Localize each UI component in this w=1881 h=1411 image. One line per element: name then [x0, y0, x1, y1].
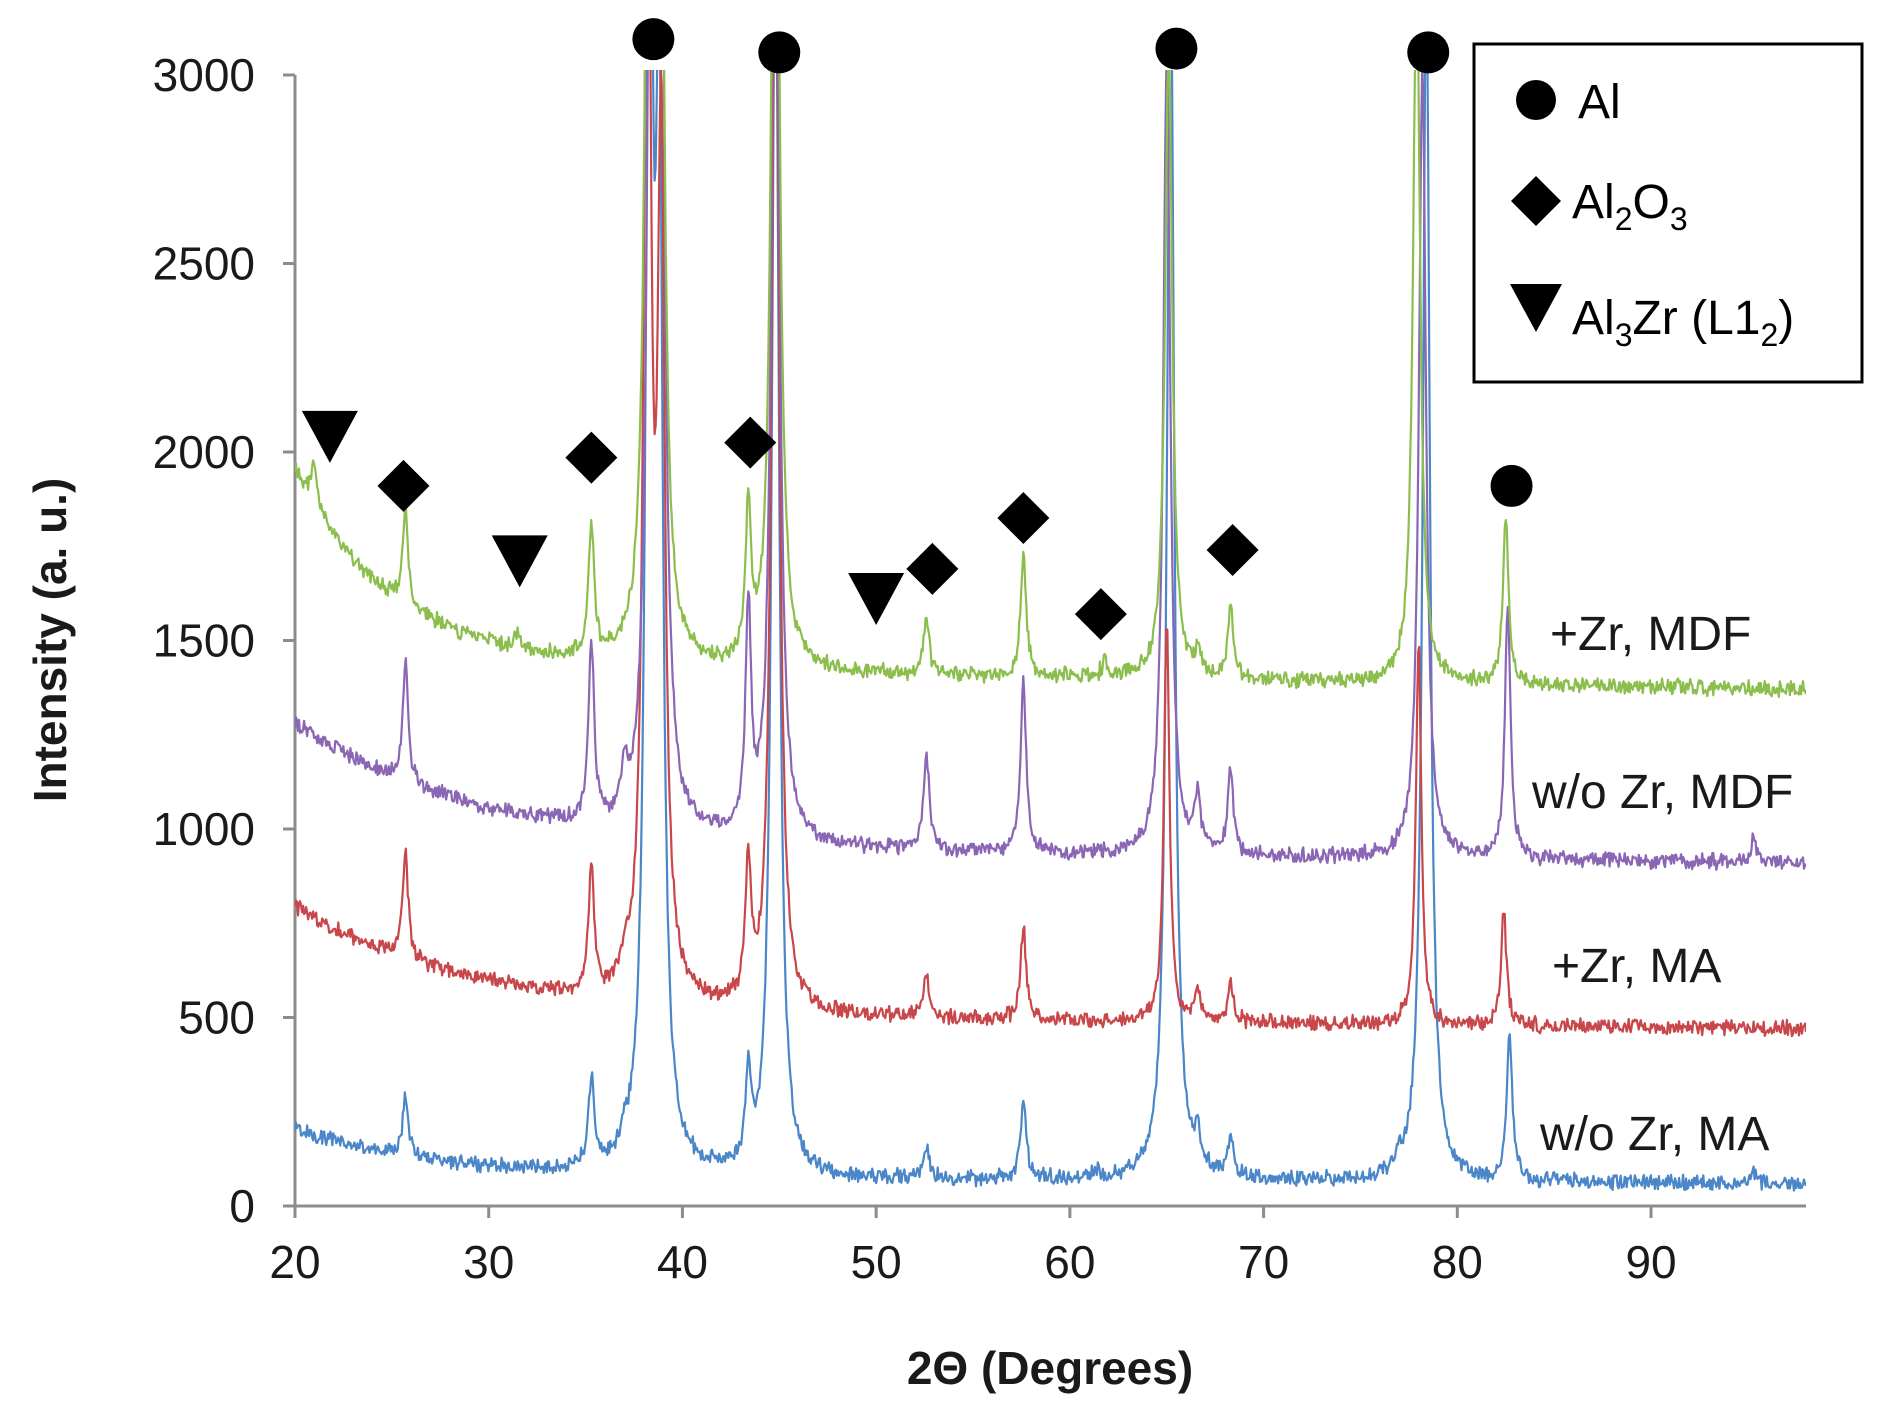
legend-al3zr-triangle-icon: [1510, 284, 1562, 332]
series-label: +Zr, MDF: [1550, 608, 1751, 661]
y-axis-title: Intensity (a. u.): [24, 478, 76, 803]
legend-label-al: Al: [1578, 76, 1621, 129]
y-tick-label: 1000: [153, 803, 255, 855]
y-tick-label: 3000: [153, 49, 255, 101]
y-tick-label: 2500: [153, 238, 255, 290]
series-line-3: [295, 70, 1806, 699]
x-tick-label: 70: [1238, 1236, 1289, 1288]
series-labels: +Zr, MDF w/o Zr, MDF +Zr, MA w/o Zr, MA: [1531, 608, 1793, 1161]
phase-marker-al2o3-diamond-icon: [906, 542, 959, 595]
phase-marker-al2o3-diamond-icon: [377, 459, 430, 512]
phase-marker-al3zr-triangle-icon: [848, 573, 905, 626]
phase-marker-al-circle-icon: [1407, 31, 1450, 74]
phase-marker-al3zr-triangle-icon: [301, 410, 358, 463]
phase-marker-al2o3-diamond-icon: [724, 416, 777, 469]
x-tick-label: 50: [851, 1236, 902, 1288]
x-tick-label: 30: [463, 1236, 514, 1288]
phase-marker-al2o3-diamond-icon: [565, 431, 618, 484]
series-line-1: [295, 70, 1806, 1038]
legend-al-circle-icon: [1516, 80, 1556, 120]
phase-marker-al-circle-icon: [1155, 27, 1198, 70]
legend-label-al3zr: Al3Zr (L12): [1572, 292, 1794, 353]
series-label: +Zr, MA: [1552, 940, 1721, 993]
phase-marker-al-circle-icon: [1490, 464, 1533, 507]
y-tick-label: 1500: [153, 615, 255, 667]
x-axis-title: 2Θ (Degrees): [907, 1342, 1193, 1394]
series-lines: [295, 70, 1806, 1192]
legend: Al Al2O3 Al3Zr (L12): [1472, 42, 1864, 384]
phase-marker-al2o3-diamond-icon: [1074, 588, 1127, 641]
phase-markers: [301, 18, 1533, 641]
phase-marker-al3zr-triangle-icon: [491, 535, 548, 588]
y-tick-label: 500: [178, 992, 255, 1044]
x-tick-label: 40: [657, 1236, 708, 1288]
phase-marker-al-circle-icon: [632, 18, 675, 61]
phase-marker-al2o3-diamond-icon: [997, 491, 1050, 544]
x-tick-label: 90: [1625, 1236, 1676, 1288]
y-tick-label: 2000: [153, 426, 255, 478]
x-tick-label: 80: [1432, 1236, 1483, 1288]
phase-marker-al-circle-icon: [758, 31, 801, 74]
series-line-2: [295, 70, 1806, 871]
y-ticks: 0 500 1000 1500 2000 2500 3000: [153, 49, 295, 1232]
series-line-0: [295, 70, 1806, 1192]
series-label: w/o Zr, MDF: [1531, 766, 1793, 819]
x-ticks: 20 30 40 50 60 70 80 90: [269, 1206, 1677, 1288]
x-tick-label: 20: [269, 1236, 320, 1288]
legend-al2o3-diamond-icon: [1511, 176, 1561, 226]
phase-marker-al2o3-diamond-icon: [1206, 524, 1259, 577]
legend-label-al2o3: Al2O3: [1572, 176, 1688, 237]
x-tick-label: 60: [1044, 1236, 1095, 1288]
y-tick-label: 0: [229, 1180, 255, 1232]
series-label: w/o Zr, MA: [1539, 1108, 1769, 1161]
